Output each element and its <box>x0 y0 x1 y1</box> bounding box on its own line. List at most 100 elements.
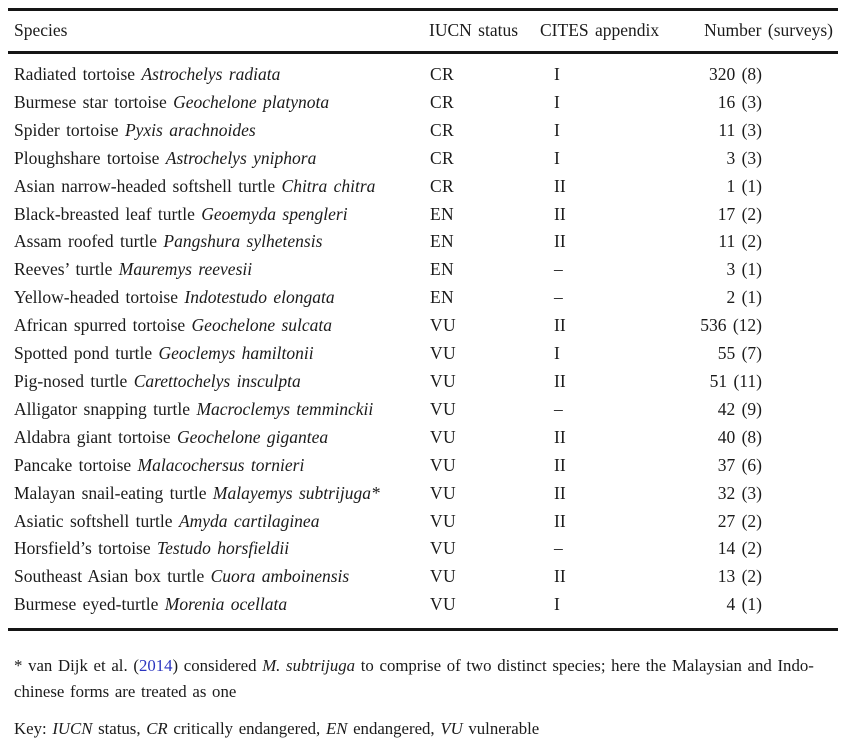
table-row: Asiatic softshell turtle Amyda cartilagi… <box>8 508 838 536</box>
cites-appendix-cell: II <box>554 203 566 224</box>
species-common-name: Spotted pond turtle <box>14 343 153 364</box>
species-cell: Radiated tortoise Astrochelys radiata <box>8 61 419 89</box>
cites-appendix-cell: – <box>554 287 563 308</box>
table-row: Assam roofed turtle Pangshura sylhetensi… <box>8 228 838 256</box>
key-vu: VU <box>440 719 463 739</box>
species-common-name: Radiated tortoise <box>14 64 136 84</box>
cites-appendix-cell: I <box>554 119 560 140</box>
species-common-name: African spurred tortoise <box>14 315 186 336</box>
species-common-name: Reeves’ turtle <box>14 259 113 280</box>
cites-appendix-cell: I <box>554 594 560 615</box>
key-iucn: IUCN <box>52 719 93 739</box>
iucn-status-cell: CR <box>430 175 454 196</box>
table-row: African spurred tortoise Geochelone sulc… <box>8 312 838 340</box>
number-surveys-cell: 13 (2) <box>717 566 762 587</box>
table-key: Key: IUCN status, CR critically endanger… <box>14 716 838 742</box>
species-common-name: Burmese star tortoise <box>14 91 167 112</box>
species-common-name: Pig-nosed turtle <box>14 370 128 391</box>
species-cell: Burmese eyed-turtle Morenia ocellata <box>8 591 419 619</box>
number-surveys-cell: 27 (2) <box>717 510 762 531</box>
species-cell: Ploughshare tortoise Astrochelys yniphor… <box>8 145 419 173</box>
iucn-status-cell: VU <box>430 343 456 364</box>
species-scientific-name: Chitra chitra <box>281 175 376 196</box>
species-scientific-name: Pyxis arachnoides <box>124 119 256 140</box>
cites-appendix-cell: I <box>554 147 560 168</box>
number-surveys-cell: 51 (11) <box>709 370 762 391</box>
species-scientific-name: Indotestudo elongata <box>184 287 335 308</box>
species-scientific-name: Amyda cartilaginea <box>178 510 320 531</box>
species-cell: Aldabra giant tortoise Geochelone gigant… <box>8 424 419 452</box>
cites-appendix-cell: II <box>554 482 566 503</box>
number-surveys-cell: 32 (3) <box>717 482 762 503</box>
cites-appendix-cell: II <box>554 566 566 587</box>
table-row: Ploughshare tortoise Astrochelys yniphor… <box>8 145 838 173</box>
iucn-status-cell: EN <box>430 259 454 280</box>
number-surveys-cell: 536 (12) <box>700 315 762 336</box>
species-cell: Horsfield’s tortoise Testudo horsfieldii <box>8 535 419 563</box>
species-scientific-name: Geochelone platynota <box>173 91 330 112</box>
column-header-cites-appendix: CITES appendix <box>532 9 680 54</box>
species-cell: Spotted pond turtle Geoclemys hamiltonii <box>8 340 419 368</box>
iucn-status-cell: VU <box>430 566 456 587</box>
table-row: Horsfield’s tortoise Testudo horsfieldii… <box>8 535 838 563</box>
species-cell: Spider tortoise Pyxis arachnoides <box>8 117 419 145</box>
iucn-status-cell: CR <box>430 119 454 140</box>
column-header-iucn-status: IUCN status <box>419 9 532 54</box>
species-scientific-name: Geochelone gigantea <box>176 426 329 447</box>
species-cell: Yellow-headed tortoise Indotestudo elong… <box>8 284 419 312</box>
species-common-name: Spider tortoise <box>14 119 119 140</box>
number-surveys-cell: 1 (1) <box>726 175 762 196</box>
key-cr: CR <box>146 719 168 739</box>
iucn-status-cell: CR <box>430 147 454 168</box>
species-scientific-name: Geochelone sulcata <box>191 315 333 336</box>
iucn-status-cell: EN <box>430 231 454 252</box>
cites-appendix-cell: I <box>554 91 560 112</box>
species-common-name: Ploughshare tortoise <box>14 147 160 168</box>
footnote-text-pre: van Dijk et al. ( <box>28 656 139 676</box>
table-row: Black-breasted leaf turtle Geoemyda spen… <box>8 201 838 229</box>
species-common-name: Pancake tortoise <box>14 454 132 475</box>
species-cell: Reeves’ turtle Mauremys reevesii <box>8 256 419 284</box>
species-scientific-name: Geoemyda spengleri <box>201 203 348 224</box>
species-cell: African spurred tortoise Geochelone sulc… <box>8 312 419 340</box>
footnote-asterisk: * van Dijk et al. (2014) considered M. s… <box>14 653 838 705</box>
iucn-status-cell: EN <box>430 203 454 224</box>
number-surveys-cell: 320 (8) <box>708 64 762 84</box>
citation-link-2014[interactable]: 2014 <box>138 656 173 676</box>
species-cell: Southeast Asian box turtle Cuora amboine… <box>8 563 419 591</box>
species-scientific-name: Testudo horsfieldii <box>157 538 290 559</box>
cites-appendix-cell: II <box>554 370 566 391</box>
key-text-2: critically endangered, <box>167 719 326 739</box>
table-row: Pig-nosed turtle Carettochelys insculpta… <box>8 368 838 396</box>
species-common-name: Burmese eyed-turtle <box>14 594 159 615</box>
species-scientific-name: Malacochersus tornieri <box>137 454 305 475</box>
species-cell: Assam roofed turtle Pangshura sylhetensi… <box>8 228 419 256</box>
species-common-name: Southeast Asian box turtle <box>14 566 205 587</box>
number-surveys-cell: 4 (1) <box>726 594 762 615</box>
iucn-status-cell: VU <box>430 482 456 503</box>
iucn-status-cell: VU <box>430 510 456 531</box>
footnote-text-mid: ) considered <box>172 656 263 676</box>
species-common-name: Black-breasted leaf turtle <box>14 203 195 224</box>
number-surveys-cell: 42 (9) <box>717 398 762 419</box>
cites-appendix-cell: I <box>554 343 560 364</box>
key-text-1: status, <box>92 719 147 739</box>
iucn-status-cell: VU <box>430 370 456 391</box>
species-common-name: Asian narrow-headed softshell turtle <box>14 175 276 196</box>
table-header-row: Species IUCN status CITES appendix Numbe… <box>8 9 838 54</box>
table-notes: * van Dijk et al. (2014) considered M. s… <box>8 653 838 742</box>
species-scientific-name: Carettochelys insculpta <box>133 370 301 391</box>
number-surveys-cell: 3 (1) <box>726 259 762 280</box>
species-cell: Pancake tortoise Malacochersus tornieri <box>8 452 419 480</box>
footnote-species-abbrev: M. subtrijuga <box>262 656 356 676</box>
species-common-name: Aldabra giant tortoise <box>14 426 171 447</box>
species-scientific-name: Pangshura sylhetensis <box>163 231 323 252</box>
number-surveys-cell: 14 (2) <box>717 538 762 559</box>
iucn-status-cell: VU <box>430 594 456 615</box>
iucn-status-cell: EN <box>430 287 454 308</box>
species-common-name: Malayan snail-eating turtle <box>14 482 207 503</box>
number-surveys-cell: 55 (7) <box>717 343 762 364</box>
table-body: Radiated tortoise Astrochelys radiata CR… <box>8 53 838 630</box>
iucn-status-cell: VU <box>430 398 456 419</box>
